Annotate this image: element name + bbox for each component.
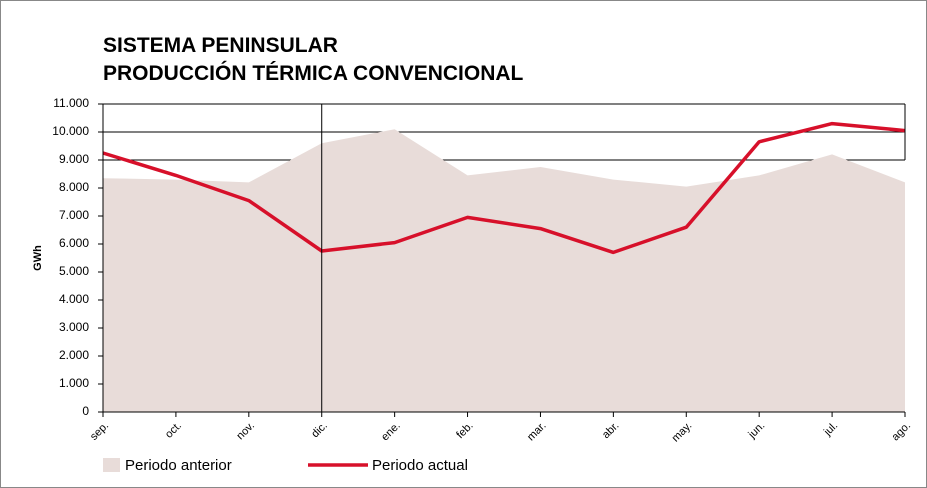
y-axis-label: GWh: [32, 245, 44, 271]
y-tick-label: 0: [82, 404, 89, 418]
area: [103, 129, 905, 412]
y-tick-label: 7.000: [59, 208, 89, 222]
legend-swatch: [103, 458, 120, 472]
y-tick-label: 11.000: [53, 96, 89, 110]
legend-label: Periodo anterior: [125, 457, 232, 474]
chart-title: PRODUCCIÓN TÉRMICA CONVENCIONAL: [103, 61, 524, 85]
chart-title: SISTEMA PENINSULAR: [103, 34, 338, 57]
y-tick-label: 3.000: [59, 320, 89, 334]
y-tick-label: 4.000: [59, 292, 89, 306]
y-tick-label: 9.000: [59, 152, 89, 166]
y-tick-label: 5.000: [59, 264, 89, 278]
y-tick-label: 10.000: [52, 124, 89, 138]
y-tick-label: 8.000: [59, 180, 89, 194]
legend-label: Periodo actual: [372, 457, 468, 474]
y-tick-label: 2.000: [59, 348, 89, 362]
line: [102, 121, 906, 255]
y-tick-label: 6.000: [59, 236, 89, 250]
y-tick-label: 1.000: [59, 376, 89, 390]
